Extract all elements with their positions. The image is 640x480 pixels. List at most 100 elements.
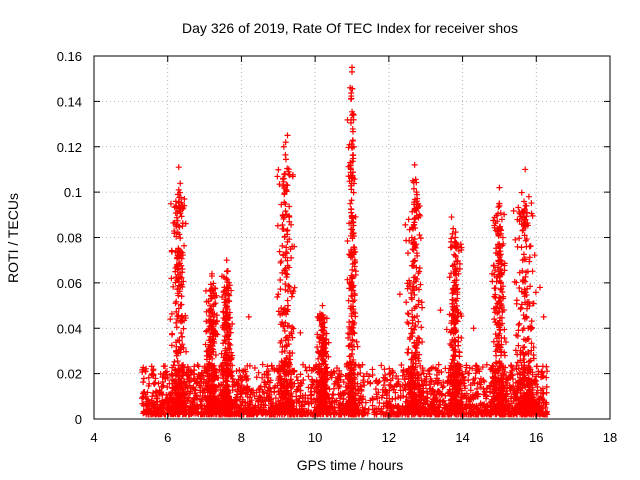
data-point (168, 247, 175, 254)
data-point (416, 231, 423, 238)
data-point (330, 391, 337, 398)
data-point (544, 368, 551, 375)
data-point (138, 395, 145, 402)
data-point (430, 364, 437, 371)
data-point (369, 402, 376, 409)
data-point (237, 372, 244, 379)
data-point (169, 330, 176, 337)
data-point (417, 235, 424, 242)
data-point (533, 363, 540, 370)
data-point (297, 371, 304, 378)
data-point (276, 248, 283, 255)
data-point (539, 363, 546, 370)
data-point (340, 379, 347, 386)
data-point (446, 274, 453, 281)
data-point (348, 197, 355, 204)
data-point (291, 284, 298, 291)
data-point (476, 379, 483, 386)
data-point (229, 376, 236, 383)
data-point (403, 299, 410, 306)
data-point (380, 382, 387, 389)
scatter-points (138, 64, 551, 418)
data-point (425, 368, 432, 375)
data-point (390, 386, 397, 393)
data-point (259, 374, 266, 381)
data-point (152, 389, 159, 396)
data-point (467, 387, 474, 394)
chart-title: Day 326 of 2019, Rate Of TEC Index for r… (182, 20, 518, 36)
data-point (348, 206, 355, 213)
data-point (435, 361, 442, 368)
data-point (404, 250, 411, 257)
data-point (440, 379, 447, 386)
data-point (415, 318, 422, 325)
data-point (149, 393, 156, 400)
data-point (426, 385, 433, 392)
data-point (348, 89, 355, 96)
data-point (288, 293, 295, 300)
data-point (171, 358, 178, 365)
grid-lines (94, 56, 610, 419)
data-point (299, 398, 306, 405)
data-point (255, 369, 262, 376)
data-point (543, 401, 550, 408)
data-point (352, 268, 359, 275)
data-point (233, 368, 240, 375)
data-point (347, 200, 354, 207)
data-point (398, 362, 405, 369)
data-point (305, 373, 312, 380)
data-point (458, 334, 465, 341)
data-point (417, 281, 424, 288)
data-point (177, 180, 184, 187)
data-point (405, 346, 412, 353)
data-point (372, 386, 379, 393)
data-point (343, 387, 350, 394)
data-point (431, 381, 438, 388)
data-point (470, 376, 477, 383)
data-point (274, 173, 281, 180)
data-point (160, 363, 167, 370)
data-point (378, 394, 385, 401)
data-point (372, 378, 379, 385)
data-point (309, 376, 316, 383)
data-point (491, 316, 498, 323)
data-point (181, 242, 188, 249)
data-point (239, 376, 246, 383)
data-point (429, 386, 436, 393)
data-point (288, 254, 295, 261)
data-point (539, 373, 546, 380)
data-point (274, 222, 281, 229)
data-point (335, 382, 342, 389)
data-point (268, 362, 275, 369)
data-point (349, 137, 356, 144)
data-point (386, 365, 393, 372)
data-point (303, 367, 310, 374)
data-point (140, 379, 147, 386)
data-point (275, 166, 282, 173)
data-point (163, 368, 170, 375)
data-point (224, 268, 231, 275)
data-point (487, 389, 494, 396)
data-point (173, 324, 180, 331)
data-point (286, 322, 293, 329)
data-point (414, 334, 421, 341)
data-point (393, 373, 400, 380)
data-point (369, 366, 376, 373)
data-point (279, 348, 286, 355)
data-point (352, 361, 359, 368)
data-point (474, 385, 481, 392)
data-point (349, 152, 356, 159)
data-point (298, 403, 305, 410)
data-point (140, 375, 147, 382)
data-point (419, 338, 426, 345)
data-point (471, 379, 478, 386)
data-point (282, 151, 289, 158)
data-point (140, 364, 147, 371)
data-point (168, 342, 175, 349)
data-point (271, 388, 278, 395)
data-point (330, 385, 337, 392)
data-point (331, 369, 338, 376)
data-point (420, 370, 427, 377)
data-point (174, 358, 181, 365)
